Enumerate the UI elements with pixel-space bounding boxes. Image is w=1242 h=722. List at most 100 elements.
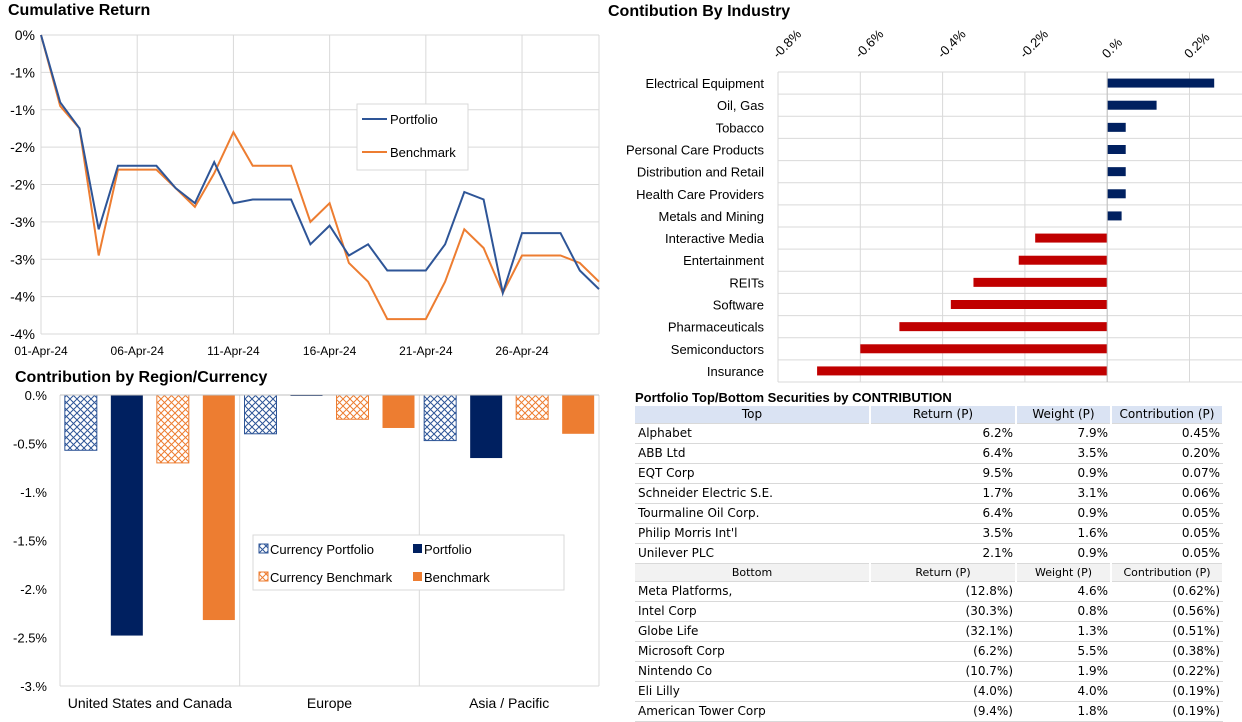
category-label: Oil, Gas bbox=[717, 98, 764, 113]
table-cell: Intel Corp bbox=[635, 601, 870, 622]
table-cell: Unilever PLC bbox=[635, 543, 870, 564]
table-cell: 1.9% bbox=[1016, 661, 1111, 682]
industry-bar bbox=[973, 277, 1108, 287]
region-bar bbox=[470, 395, 503, 459]
region-chart-title: Contribution by Region/Currency bbox=[15, 369, 268, 386]
region-bar bbox=[562, 395, 595, 434]
x-tick-label: 06-Apr-24 bbox=[111, 344, 165, 358]
table-cell: Microsoft Corp bbox=[635, 641, 870, 662]
legend-box bbox=[356, 103, 469, 171]
legend-label: Currency Portfolio bbox=[270, 542, 374, 557]
table-cell: (4.0%) bbox=[870, 681, 1016, 702]
region-bar bbox=[156, 394, 190, 464]
region-bar bbox=[64, 394, 98, 451]
table-cell: 3.5% bbox=[870, 523, 1016, 544]
industry-bar bbox=[817, 366, 1108, 376]
y-tick-label: 0.% bbox=[25, 388, 48, 403]
table-cell: 5.5% bbox=[1016, 641, 1111, 662]
table-cell: 0.05% bbox=[1111, 523, 1223, 544]
table-row: Alphabet 6.2% 7.9% 0.45% bbox=[635, 423, 1223, 444]
table-cell: Meta Platforms, bbox=[635, 581, 870, 602]
table-cell: (6.2%) bbox=[870, 641, 1016, 662]
table-cell: (0.51%) bbox=[1111, 621, 1223, 642]
category-label: United States and Canada bbox=[68, 695, 232, 711]
securities-grid: Top Return (P) Weight (P) Contribution (P) A… bbox=[635, 406, 1224, 722]
industry-bar bbox=[1107, 189, 1126, 199]
table-row: Tourmaline Oil Corp. 6.4% 0.9% 0.05% bbox=[635, 503, 1223, 524]
table-cell: (32.1%) bbox=[870, 621, 1016, 642]
table-cell: 6.4% bbox=[870, 503, 1016, 524]
industry-bar bbox=[1107, 100, 1157, 110]
table-cell: 0.8% bbox=[1016, 601, 1111, 622]
table-cell: 9.5% bbox=[870, 463, 1016, 484]
category-label: Asia / Pacific bbox=[469, 695, 549, 711]
category-label: Pharmaceuticals bbox=[668, 320, 765, 335]
x-tick-label: 01-Apr-24 bbox=[14, 344, 68, 358]
table-cell: (10.7%) bbox=[870, 661, 1016, 682]
table-cell: 0.05% bbox=[1111, 503, 1223, 524]
category-label: Personal Care Products bbox=[626, 143, 765, 158]
legend-box bbox=[252, 534, 565, 591]
category-label: Tobacco bbox=[716, 120, 764, 135]
table-cell: 7.9% bbox=[1016, 423, 1111, 444]
category-label: Interactive Media bbox=[665, 231, 765, 246]
y-tick-label: -1.% bbox=[20, 485, 47, 500]
table-cell: (0.22%) bbox=[1111, 661, 1223, 682]
table-header-cell: Contribution (P) bbox=[1111, 406, 1224, 424]
table-cell: 1.3% bbox=[1016, 621, 1111, 642]
y-tick-label: -3% bbox=[10, 214, 35, 230]
legend-swatch bbox=[258, 543, 269, 554]
table-header-cell: Bottom bbox=[635, 563, 871, 582]
industry-bar bbox=[1107, 211, 1122, 221]
category-label: Semiconductors bbox=[671, 342, 765, 357]
y-tick-label: -4% bbox=[10, 326, 35, 342]
table-cell: 0.20% bbox=[1111, 443, 1223, 464]
table-cell: 1.6% bbox=[1016, 523, 1111, 544]
industry-bar bbox=[1107, 122, 1126, 132]
table-cell: (0.62%) bbox=[1111, 581, 1223, 602]
table-cell: EQT Corp bbox=[635, 463, 870, 484]
securities-table: Portfolio Top/Bottom Securities by CONTR… bbox=[635, 389, 1224, 722]
x-tick-label: 16-Apr-24 bbox=[303, 344, 357, 358]
table-cell: Eli Lilly bbox=[635, 681, 870, 702]
table-header-cell: Return (P) bbox=[870, 563, 1017, 582]
x-tick-label: 21-Apr-24 bbox=[399, 344, 453, 358]
table-cell: 0.07% bbox=[1111, 463, 1223, 484]
table-row: Meta Platforms, (12.8%) 4.6% (0.62%) bbox=[635, 581, 1223, 602]
legend-swatch bbox=[258, 571, 269, 582]
table-row: Globe Life (32.1%) 1.3% (0.51%) bbox=[635, 621, 1223, 642]
table-cell: Tourmaline Oil Corp. bbox=[635, 503, 870, 524]
table-cell: 1.7% bbox=[870, 483, 1016, 504]
table-cell: (0.56%) bbox=[1111, 601, 1223, 622]
table-cell: 0.9% bbox=[1016, 463, 1111, 484]
table-row: Intel Corp (30.3%) 0.8% (0.56%) bbox=[635, 601, 1223, 622]
region-bar bbox=[382, 395, 415, 428]
industry-bar bbox=[1107, 145, 1126, 154]
table-row: American Tower Corp (9.4%) 1.8% (0.19%) bbox=[635, 701, 1223, 722]
industry-bar bbox=[950, 300, 1108, 309]
category-label: REITs bbox=[729, 275, 764, 290]
table-header-row: Top Return (P) Weight (P) Contribution (P) bbox=[635, 406, 1224, 424]
table-cell: 6.2% bbox=[870, 423, 1016, 444]
y-tick-label: -4% bbox=[10, 289, 35, 305]
legend-label: Benchmark bbox=[390, 145, 456, 160]
category-label: Software bbox=[713, 298, 764, 313]
legend-swatch bbox=[413, 572, 422, 581]
table-row: Philip Morris Int'l 3.5% 1.6% 0.05% bbox=[635, 523, 1223, 544]
industry-bar bbox=[1018, 255, 1108, 265]
y-tick-label: -1% bbox=[10, 102, 35, 118]
table-row: Microsoft Corp (6.2%) 5.5% (0.38%) bbox=[635, 641, 1223, 662]
table-cell: 6.4% bbox=[870, 443, 1016, 464]
y-tick-label: -2% bbox=[10, 177, 35, 193]
table-cell: Alphabet bbox=[635, 423, 870, 444]
region-bar bbox=[423, 394, 457, 442]
y-tick-label: 0% bbox=[15, 27, 35, 43]
table-cell: 3.1% bbox=[1016, 483, 1111, 504]
y-tick-label: -1.5% bbox=[13, 534, 47, 549]
industry-bar bbox=[899, 322, 1108, 332]
table-cell: 0.9% bbox=[1016, 503, 1111, 524]
region-bar bbox=[336, 394, 369, 420]
table-cell: Nintendo Co bbox=[635, 661, 870, 682]
